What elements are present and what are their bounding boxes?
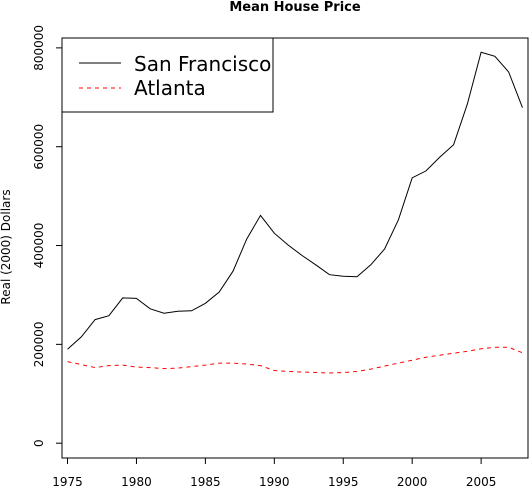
legend-label-san-francisco: San Francisco <box>134 52 271 76</box>
y-tick-label: 200000 <box>32 321 46 367</box>
plot-area <box>61 37 529 459</box>
x-tick-label: 1980 <box>121 475 152 487</box>
x-tick-label: 1995 <box>328 475 359 487</box>
series-line-san-francisco <box>67 51 523 350</box>
x-tick-label: 1990 <box>259 475 290 487</box>
legend: San Francisco Atlanta <box>61 37 274 113</box>
y-tick-label: 600000 <box>32 124 46 170</box>
legend-label-atlanta: Atlanta <box>134 76 206 100</box>
y-axis: 0 200000 400000 600000 800000 <box>32 25 62 447</box>
series-line-atlanta <box>67 346 523 374</box>
x-tick-label: 1985 <box>190 475 221 487</box>
y-tick-label: 0 <box>32 439 46 447</box>
series-layer <box>67 51 523 374</box>
y-axis-label: Real (2000) Dollars <box>0 189 13 304</box>
x-tick-label: 2000 <box>397 475 428 487</box>
x-tick-label: 1975 <box>52 475 83 487</box>
y-tick-label: 400000 <box>32 223 46 269</box>
chart-title: Mean House Price <box>229 0 361 15</box>
legend-box <box>61 37 274 113</box>
y-tick-label: 800000 <box>32 25 46 71</box>
x-tick-label: 2005 <box>466 475 497 487</box>
x-axis: 1975 1980 1985 1990 1995 2000 2005 <box>52 458 496 487</box>
